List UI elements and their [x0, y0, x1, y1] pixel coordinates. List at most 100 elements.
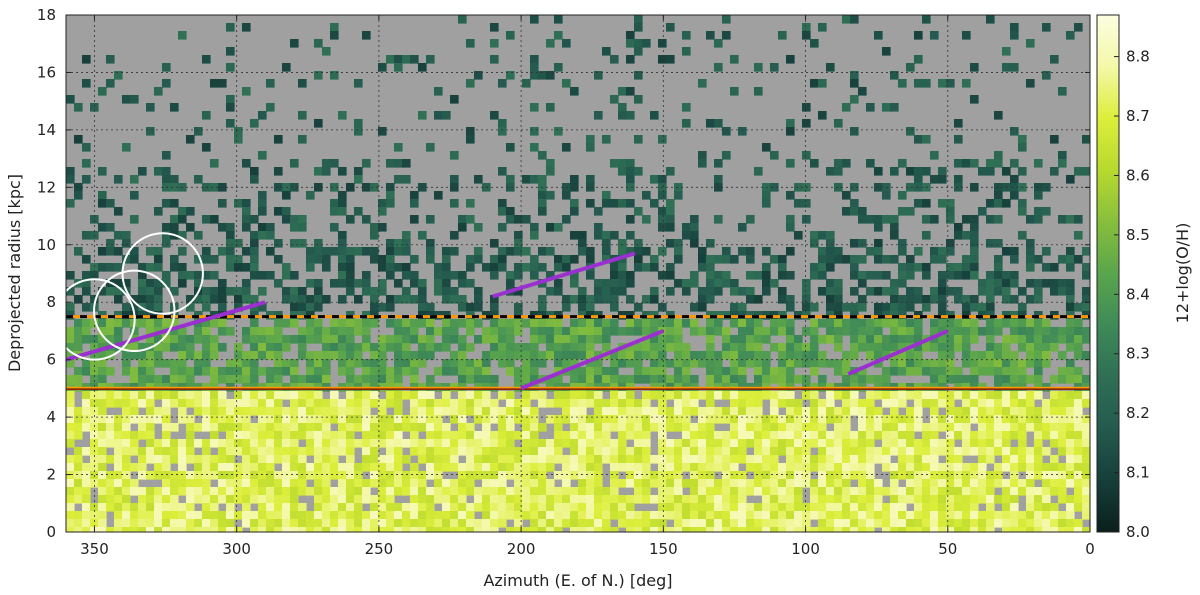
heatmap-cell — [946, 399, 955, 408]
heatmap-cell — [1082, 295, 1090, 304]
heatmap-cell — [226, 479, 235, 488]
heatmap-cell — [810, 415, 819, 424]
heatmap-cell — [786, 119, 795, 128]
heatmap-cell — [738, 447, 747, 456]
heatmap-cell — [242, 407, 251, 416]
heatmap-cell — [162, 447, 171, 456]
heatmap-cell — [826, 415, 835, 424]
heatmap-cell — [978, 431, 987, 440]
heatmap-cell — [458, 15, 467, 24]
heatmap-cell — [706, 287, 715, 296]
heatmap-cell — [138, 463, 147, 472]
heatmap-cell — [178, 367, 187, 376]
heatmap-cell — [290, 423, 299, 432]
colorbar-ticks: 8.08.18.28.38.48.58.68.78.8 — [1114, 48, 1150, 541]
heatmap-cell — [410, 199, 419, 208]
heatmap-cell — [906, 367, 915, 376]
heatmap-cell — [986, 495, 995, 504]
heatmap-cell — [394, 327, 403, 336]
heatmap-cell — [242, 295, 251, 304]
heatmap-cell — [794, 399, 803, 408]
heatmap-cell — [202, 319, 211, 328]
heatmap-cell — [866, 391, 875, 400]
heatmap-cell — [666, 391, 675, 400]
heatmap-cell — [402, 511, 411, 520]
heatmap-cell — [970, 239, 979, 248]
heatmap-cell — [130, 327, 139, 336]
heatmap-cell — [242, 391, 251, 400]
heatmap-cell — [258, 519, 267, 528]
heatmap-cell — [1010, 183, 1019, 192]
heatmap-cell — [962, 351, 971, 360]
heatmap-cell — [442, 439, 451, 448]
heatmap-cell — [946, 519, 955, 528]
heatmap-cell — [1010, 463, 1019, 472]
heatmap-cell — [258, 471, 267, 480]
heatmap-cell — [986, 167, 995, 176]
heatmap-cell — [706, 319, 715, 328]
heatmap-cell — [930, 479, 939, 488]
heatmap-cell — [970, 471, 979, 480]
heatmap-cell — [1002, 463, 1011, 472]
heatmap-cell — [370, 519, 379, 528]
heatmap-cell — [138, 359, 147, 368]
heatmap-cell — [538, 391, 547, 400]
heatmap-cell — [914, 479, 923, 488]
heatmap-cell — [234, 399, 243, 408]
heatmap-cell — [994, 255, 1003, 264]
heatmap-cell — [594, 479, 603, 488]
heatmap-cell — [394, 143, 403, 152]
heatmap-cell — [930, 423, 939, 432]
heatmap-cell — [114, 175, 123, 184]
heatmap-cell — [786, 455, 795, 464]
heatmap-cell — [514, 487, 523, 496]
heatmap-cell — [1050, 343, 1059, 352]
heatmap-cell — [834, 287, 843, 296]
heatmap-cell — [1002, 375, 1011, 384]
heatmap-cell — [202, 295, 211, 304]
heatmap-cell — [74, 495, 83, 504]
heatmap-cell — [834, 359, 843, 368]
heatmap-cell — [642, 511, 651, 520]
heatmap-cell — [938, 519, 947, 528]
heatmap-cell — [226, 519, 235, 528]
heatmap-cell — [322, 527, 331, 532]
heatmap-cell — [778, 343, 787, 352]
heatmap-cell — [922, 231, 931, 240]
heatmap-cell — [378, 407, 387, 416]
x-tick-label: 200 — [507, 540, 536, 558]
y-tick-label: 0 — [46, 523, 56, 541]
heatmap-cell — [218, 303, 227, 312]
heatmap-cell — [258, 231, 267, 240]
heatmap-cell — [634, 399, 643, 408]
heatmap-cell — [538, 423, 547, 432]
heatmap-cell — [66, 415, 75, 424]
heatmap-cell — [122, 343, 131, 352]
heatmap-cell — [810, 391, 819, 400]
heatmap-cell — [274, 487, 283, 496]
heatmap-cell — [714, 63, 723, 72]
heatmap-cell — [426, 487, 435, 496]
heatmap-cell — [530, 479, 539, 488]
heatmap-cell — [1042, 415, 1051, 424]
heatmap-cell — [986, 527, 995, 532]
heatmap-cell — [170, 471, 179, 480]
heatmap-cell — [290, 431, 299, 440]
heatmap-cell — [498, 223, 507, 232]
heatmap-cell — [810, 487, 819, 496]
heatmap-cell — [394, 247, 403, 256]
heatmap-cell — [954, 463, 963, 472]
heatmap-cell — [274, 343, 283, 352]
heatmap-cell — [170, 423, 179, 432]
heatmap-cell — [634, 255, 643, 264]
heatmap-cell — [986, 391, 995, 400]
heatmap-cell — [1050, 415, 1059, 424]
heatmap-cell — [266, 479, 275, 488]
heatmap-cell — [530, 103, 539, 112]
heatmap-cell — [978, 167, 987, 176]
heatmap-cell — [442, 279, 451, 288]
heatmap-cell — [338, 279, 347, 288]
heatmap-cell — [978, 495, 987, 504]
heatmap-cell — [858, 207, 867, 216]
heatmap-cell — [386, 399, 395, 408]
